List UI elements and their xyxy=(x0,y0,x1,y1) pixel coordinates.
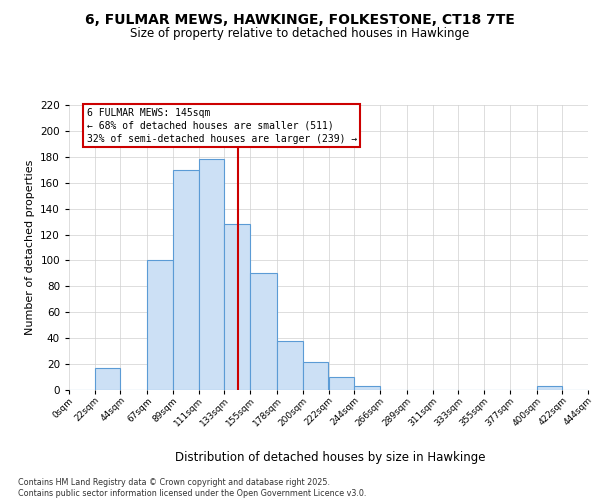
Bar xyxy=(199,160,224,390)
Bar xyxy=(95,368,121,390)
Text: Contains HM Land Registry data © Crown copyright and database right 2025.
Contai: Contains HM Land Registry data © Crown c… xyxy=(18,478,367,498)
Text: Distribution of detached houses by size in Hawkinge: Distribution of detached houses by size … xyxy=(175,451,485,464)
Text: 6, FULMAR MEWS, HAWKINGE, FOLKESTONE, CT18 7TE: 6, FULMAR MEWS, HAWKINGE, FOLKESTONE, CT… xyxy=(85,12,515,26)
Text: 6 FULMAR MEWS: 145sqm
← 68% of detached houses are smaller (511)
32% of semi-det: 6 FULMAR MEWS: 145sqm ← 68% of detached … xyxy=(86,108,357,144)
Bar xyxy=(250,274,277,390)
Bar xyxy=(329,377,354,390)
Y-axis label: Number of detached properties: Number of detached properties xyxy=(25,160,35,335)
Bar xyxy=(148,260,173,390)
Bar xyxy=(173,170,199,390)
Bar xyxy=(536,386,562,390)
Text: Size of property relative to detached houses in Hawkinge: Size of property relative to detached ho… xyxy=(130,28,470,40)
Bar xyxy=(303,362,329,390)
Bar xyxy=(354,386,380,390)
Bar xyxy=(277,341,303,390)
Bar xyxy=(224,224,250,390)
